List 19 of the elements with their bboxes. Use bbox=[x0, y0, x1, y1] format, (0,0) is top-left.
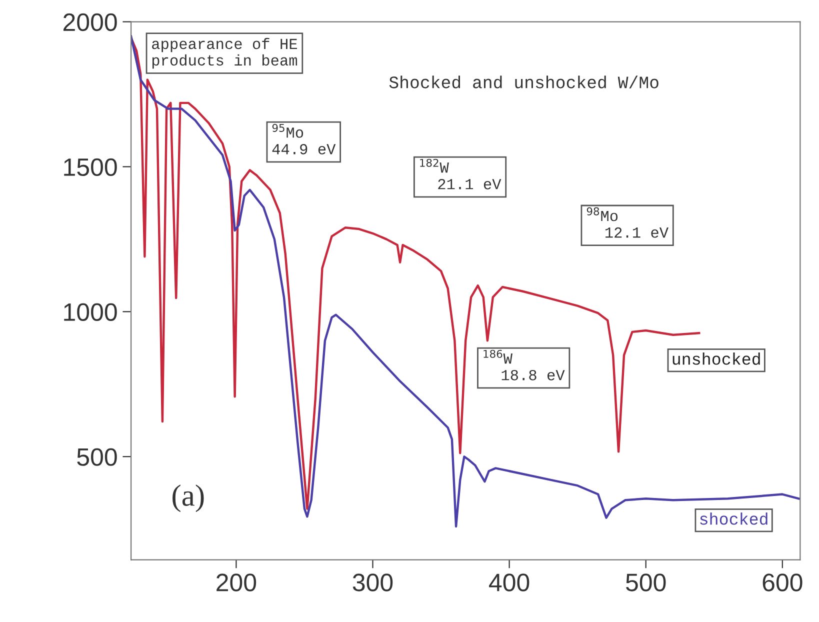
x-tick-label: 500 bbox=[626, 574, 666, 592]
line-series bbox=[131, 35, 800, 528]
y-tick-label: 2000 bbox=[63, 13, 117, 32]
annotation: appearance of HE products in beam bbox=[152, 38, 298, 69]
x-tick-label: 600 bbox=[762, 574, 802, 592]
annotation: Shocked and unshocked W/Mo bbox=[389, 76, 658, 88]
series-label: shocked bbox=[700, 512, 768, 525]
y-tick-label: 1500 bbox=[64, 158, 117, 176]
annotation: $^{95}$Mo 44.9 eV bbox=[272, 124, 336, 154]
annotation: $^{186}$W 18.8 eV bbox=[484, 350, 565, 380]
y-tick-label: 500 bbox=[77, 448, 117, 466]
x-tick-label: 400 bbox=[489, 574, 530, 592]
annotation: (a) bbox=[172, 484, 204, 512]
series-label: unshocked bbox=[672, 352, 760, 365]
y-tick-label: 1000 bbox=[64, 303, 117, 321]
x-tick-label: 200 bbox=[216, 574, 256, 592]
x-tick-label: 300 bbox=[352, 574, 393, 592]
annotation: $^{98}$Mo 12.1 eV bbox=[586, 207, 668, 238]
annotation: $^{182}$W 21.1 eV bbox=[420, 158, 502, 190]
